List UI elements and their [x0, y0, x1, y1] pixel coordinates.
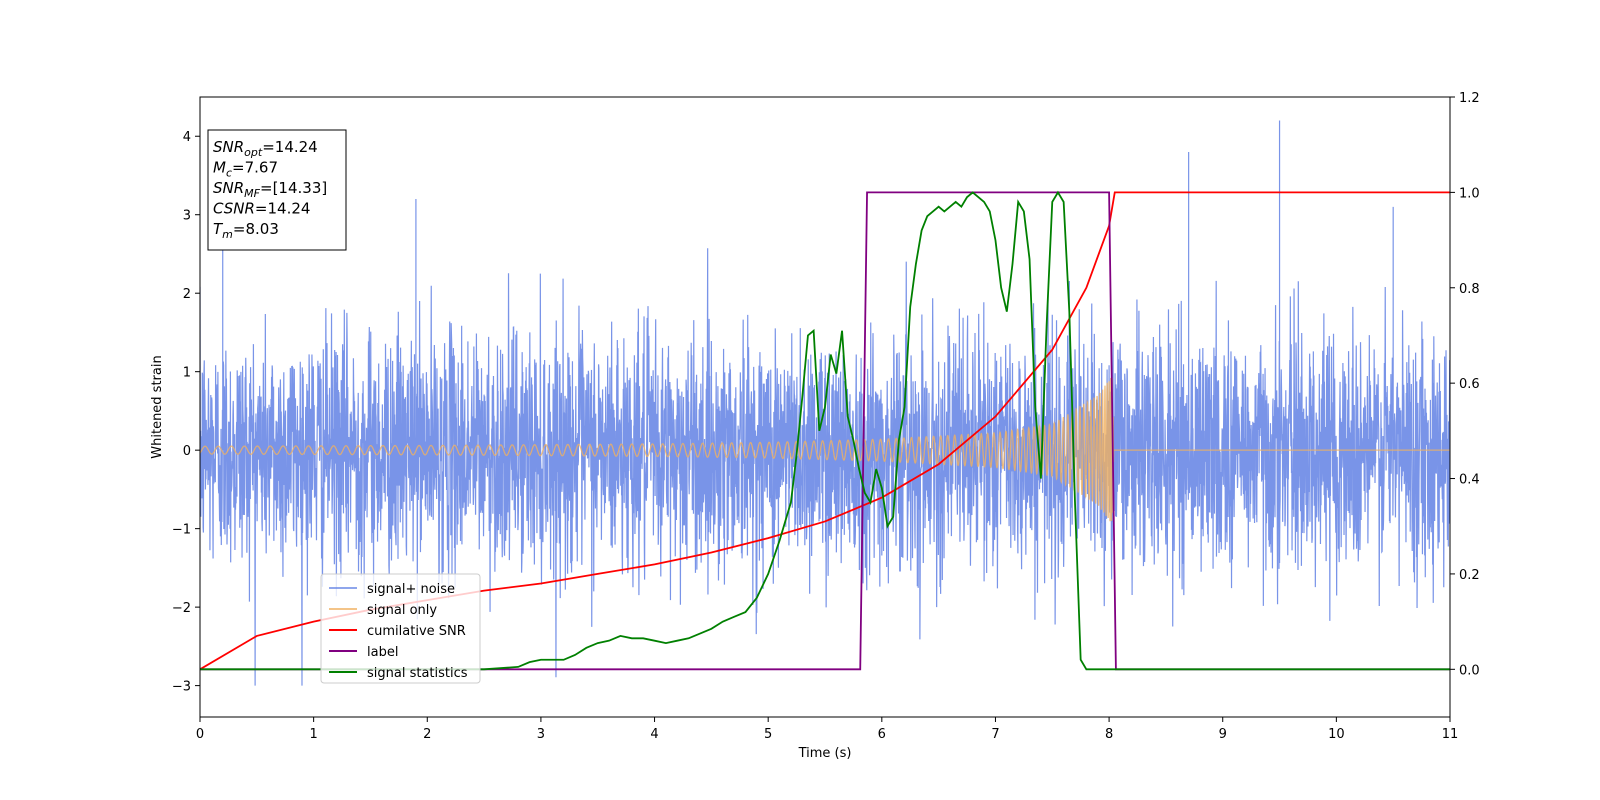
- legend-frame: [320, 573, 481, 684]
- legend-label: signal only: [367, 603, 437, 618]
- info-line-subscript: opt: [244, 146, 263, 159]
- info-line-name: SNR: [213, 179, 244, 197]
- info-line-name: T: [213, 220, 224, 238]
- series-signal-statistics: [200, 190, 1450, 671]
- x-tick-label: 6: [878, 727, 886, 742]
- x-tick-label: 4: [650, 727, 658, 742]
- info-line: SNRopt=14.24: [213, 138, 318, 159]
- info-line-subscript: MF: [244, 187, 260, 200]
- x-axis: 0 1 2 3 4 5 6 7 8 9 10 11: [196, 717, 1458, 742]
- x-axis-title: Time (s): [798, 746, 852, 761]
- info-line: CSNR=14.24: [213, 200, 310, 218]
- legend-label: signal+ noise: [367, 582, 455, 597]
- y-right-tick-label: 0.0: [1459, 663, 1480, 678]
- y-right-tick-label: 0.4: [1459, 473, 1480, 488]
- y-right-tick-label: 0.6: [1459, 377, 1480, 392]
- x-tick-label: 7: [991, 727, 999, 742]
- y-left-tick-label: 0: [183, 444, 191, 459]
- x-tick-label: 2: [423, 727, 431, 742]
- x-tick-label: 3: [537, 727, 545, 742]
- x-tick-label: 9: [1219, 727, 1227, 742]
- legend-label: label: [367, 645, 398, 660]
- info-box: SNRopt=14.24Mc=7.67SNRMF=[14.33]CSNR=14.…: [207, 129, 347, 251]
- y-left-tick-label: 3: [183, 209, 191, 224]
- y-right-tick-label: 0.2: [1459, 568, 1480, 583]
- plot-frame: [199, 96, 1451, 718]
- info-line-value: =[14.33]: [260, 179, 327, 197]
- y-right-tick-label: 1.0: [1459, 186, 1480, 201]
- x-tick-label: 10: [1328, 727, 1345, 742]
- info-line-name: CSNR: [213, 200, 255, 218]
- legend-label: cumilative SNR: [367, 624, 466, 639]
- x-tick-label: 11: [1442, 727, 1459, 742]
- y-left-tick-label: 4: [183, 130, 191, 145]
- info-line-subscript: c: [226, 167, 232, 180]
- y-right-tick-label: 1.2: [1459, 91, 1480, 106]
- info-line: Mc=7.67: [213, 159, 278, 180]
- x-tick-label: 8: [1105, 727, 1113, 742]
- y-left-tick-label: −2: [172, 601, 191, 616]
- legend: signal+ noise signal only cumilative SNR la…: [320, 573, 481, 684]
- info-line-value: =14.24: [262, 138, 318, 156]
- info-line-name: M: [213, 159, 226, 177]
- series-signal-only: [200, 377, 1450, 522]
- info-line: SNRMF=[14.33]: [213, 179, 327, 200]
- info-line-name: SNR: [213, 138, 244, 156]
- y-left-tick-label: −1: [172, 523, 191, 538]
- legend-label: signal statistics: [367, 666, 468, 681]
- info-line-value: =14.24: [255, 200, 311, 218]
- y-left-tick-label: −3: [172, 680, 191, 695]
- y-right-tick-label: 0.8: [1459, 282, 1480, 297]
- y-axis-title: Whitened strain: [150, 355, 165, 458]
- info-line-value: =7.67: [232, 159, 278, 177]
- y-left-tick-label: 2: [183, 287, 191, 302]
- x-tick-label: 0: [196, 727, 204, 742]
- info-box-frame: [207, 129, 347, 251]
- y-left-tick-label: 1: [183, 366, 191, 381]
- x-tick-label: 5: [764, 727, 772, 742]
- x-tick-label: 1: [309, 727, 317, 742]
- info-line-value: =8.03: [233, 220, 279, 238]
- y-axis-right: 0.0 0.2 0.4 0.6 0.8 1.0 1.2: [1450, 91, 1480, 678]
- y-axis-left: −3 −2 −1 0 1 2 3 4: [172, 130, 200, 695]
- info-line-subscript: m: [222, 228, 233, 241]
- info-line: Tm=8.03: [213, 220, 279, 241]
